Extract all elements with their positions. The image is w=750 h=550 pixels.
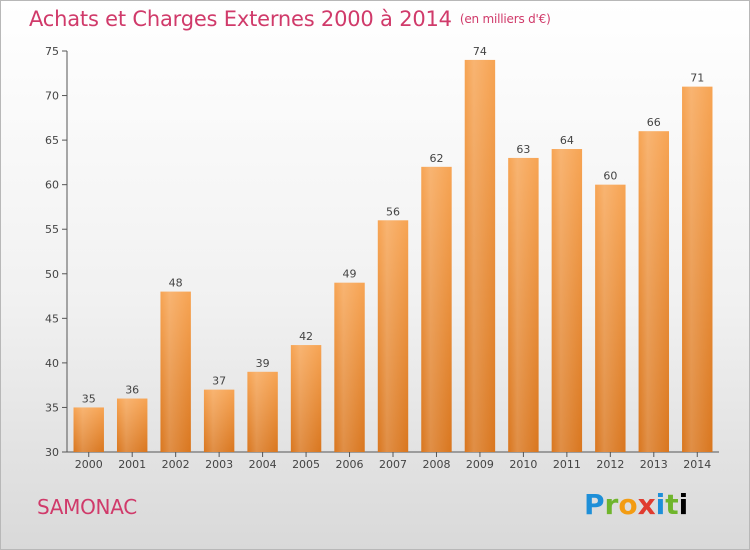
- y-tick-label: 50: [45, 268, 59, 281]
- y-tick-label: 70: [45, 90, 59, 103]
- bar-value-label: 36: [125, 384, 139, 397]
- x-tick-label: 2003: [205, 458, 233, 471]
- x-tick-label: 2013: [640, 458, 668, 471]
- chart-bars: 35 36 48 37 39 42 49 56 62 74 63 64 60 66 71: [73, 45, 713, 453]
- bar-value-label: 63: [516, 143, 530, 156]
- bar-shine: [595, 184, 626, 452]
- x-tick-label: 2002: [162, 458, 190, 471]
- x-tick-label: 2007: [379, 458, 407, 471]
- logo-letter: x: [637, 488, 656, 521]
- x-tick-label: 2012: [596, 458, 624, 471]
- y-tick-label: 60: [45, 179, 59, 192]
- bar-value-label: 60: [603, 170, 617, 183]
- x-tick-label: 2000: [75, 458, 103, 471]
- y-tick-label: 30: [45, 446, 59, 459]
- bar-shine: [160, 291, 191, 452]
- logo-letter: r: [604, 488, 619, 521]
- bar-shine: [334, 282, 365, 452]
- bar-value-label: 56: [386, 205, 400, 218]
- bar-shine: [638, 131, 670, 452]
- x-tick-label: 2004: [249, 458, 277, 471]
- bar-value-label: 37: [212, 375, 226, 388]
- chart-unit: (en milliers d'€): [459, 12, 551, 26]
- chart-title: Achats et Charges Externes 2000 à 2014 (e…: [29, 7, 551, 31]
- bar-value-label: 64: [560, 134, 574, 147]
- x-tick-label: 2010: [509, 458, 537, 471]
- bar-shine: [247, 371, 278, 452]
- y-tick-label: 65: [45, 134, 59, 147]
- x-tick-label: 2011: [553, 458, 581, 471]
- chart-title-text: Achats et Charges Externes 2000 à 2014: [29, 7, 452, 31]
- y-tick-label: 35: [45, 401, 59, 414]
- x-tick-label: 2008: [422, 458, 450, 471]
- logo-letter: o: [618, 488, 638, 521]
- y-tick-label: 55: [45, 223, 59, 236]
- x-tick-label: 2009: [466, 458, 494, 471]
- bar-shine: [377, 220, 409, 452]
- y-tick-label: 45: [45, 312, 59, 325]
- town-name: SAMONAC: [37, 495, 137, 519]
- bar-value-label: 35: [82, 392, 96, 405]
- bar-shine: [116, 398, 148, 452]
- bar-shine: [421, 166, 452, 452]
- bar-value-label: 74: [473, 45, 487, 58]
- proxiti-logo: Proxiti: [584, 488, 688, 521]
- bar-value-label: 66: [647, 116, 661, 129]
- bar-shine: [73, 407, 104, 452]
- x-tick-label: 2005: [292, 458, 320, 471]
- y-tick-label: 75: [45, 45, 59, 58]
- bar-value-label: 71: [690, 72, 704, 85]
- bar-shine: [464, 59, 496, 453]
- bar-shine: [508, 157, 539, 452]
- logo-letter: t: [665, 488, 679, 521]
- bar-shine: [203, 389, 235, 452]
- y-tick-label: 40: [45, 357, 59, 370]
- bar-value-label: 48: [169, 277, 183, 290]
- logo-letter: i: [678, 488, 689, 521]
- bar-shine: [551, 149, 583, 452]
- chart-axes: 30 35 40 45 50 55 60 65 70 75 2000 2001 2002 2003 2004…: [45, 45, 719, 471]
- logo-letter: P: [584, 488, 605, 521]
- bar-value-label: 42: [299, 330, 313, 343]
- bar-value-label: 49: [343, 268, 357, 281]
- bar-shine: [290, 345, 322, 452]
- bar-value-label: 39: [256, 357, 270, 370]
- logo-letter: i: [655, 488, 666, 521]
- x-tick-label: 2006: [336, 458, 364, 471]
- bar-shine: [682, 86, 713, 453]
- x-tick-label: 2001: [118, 458, 146, 471]
- bar-value-label: 62: [429, 152, 443, 165]
- x-tick-label: 2014: [683, 458, 711, 471]
